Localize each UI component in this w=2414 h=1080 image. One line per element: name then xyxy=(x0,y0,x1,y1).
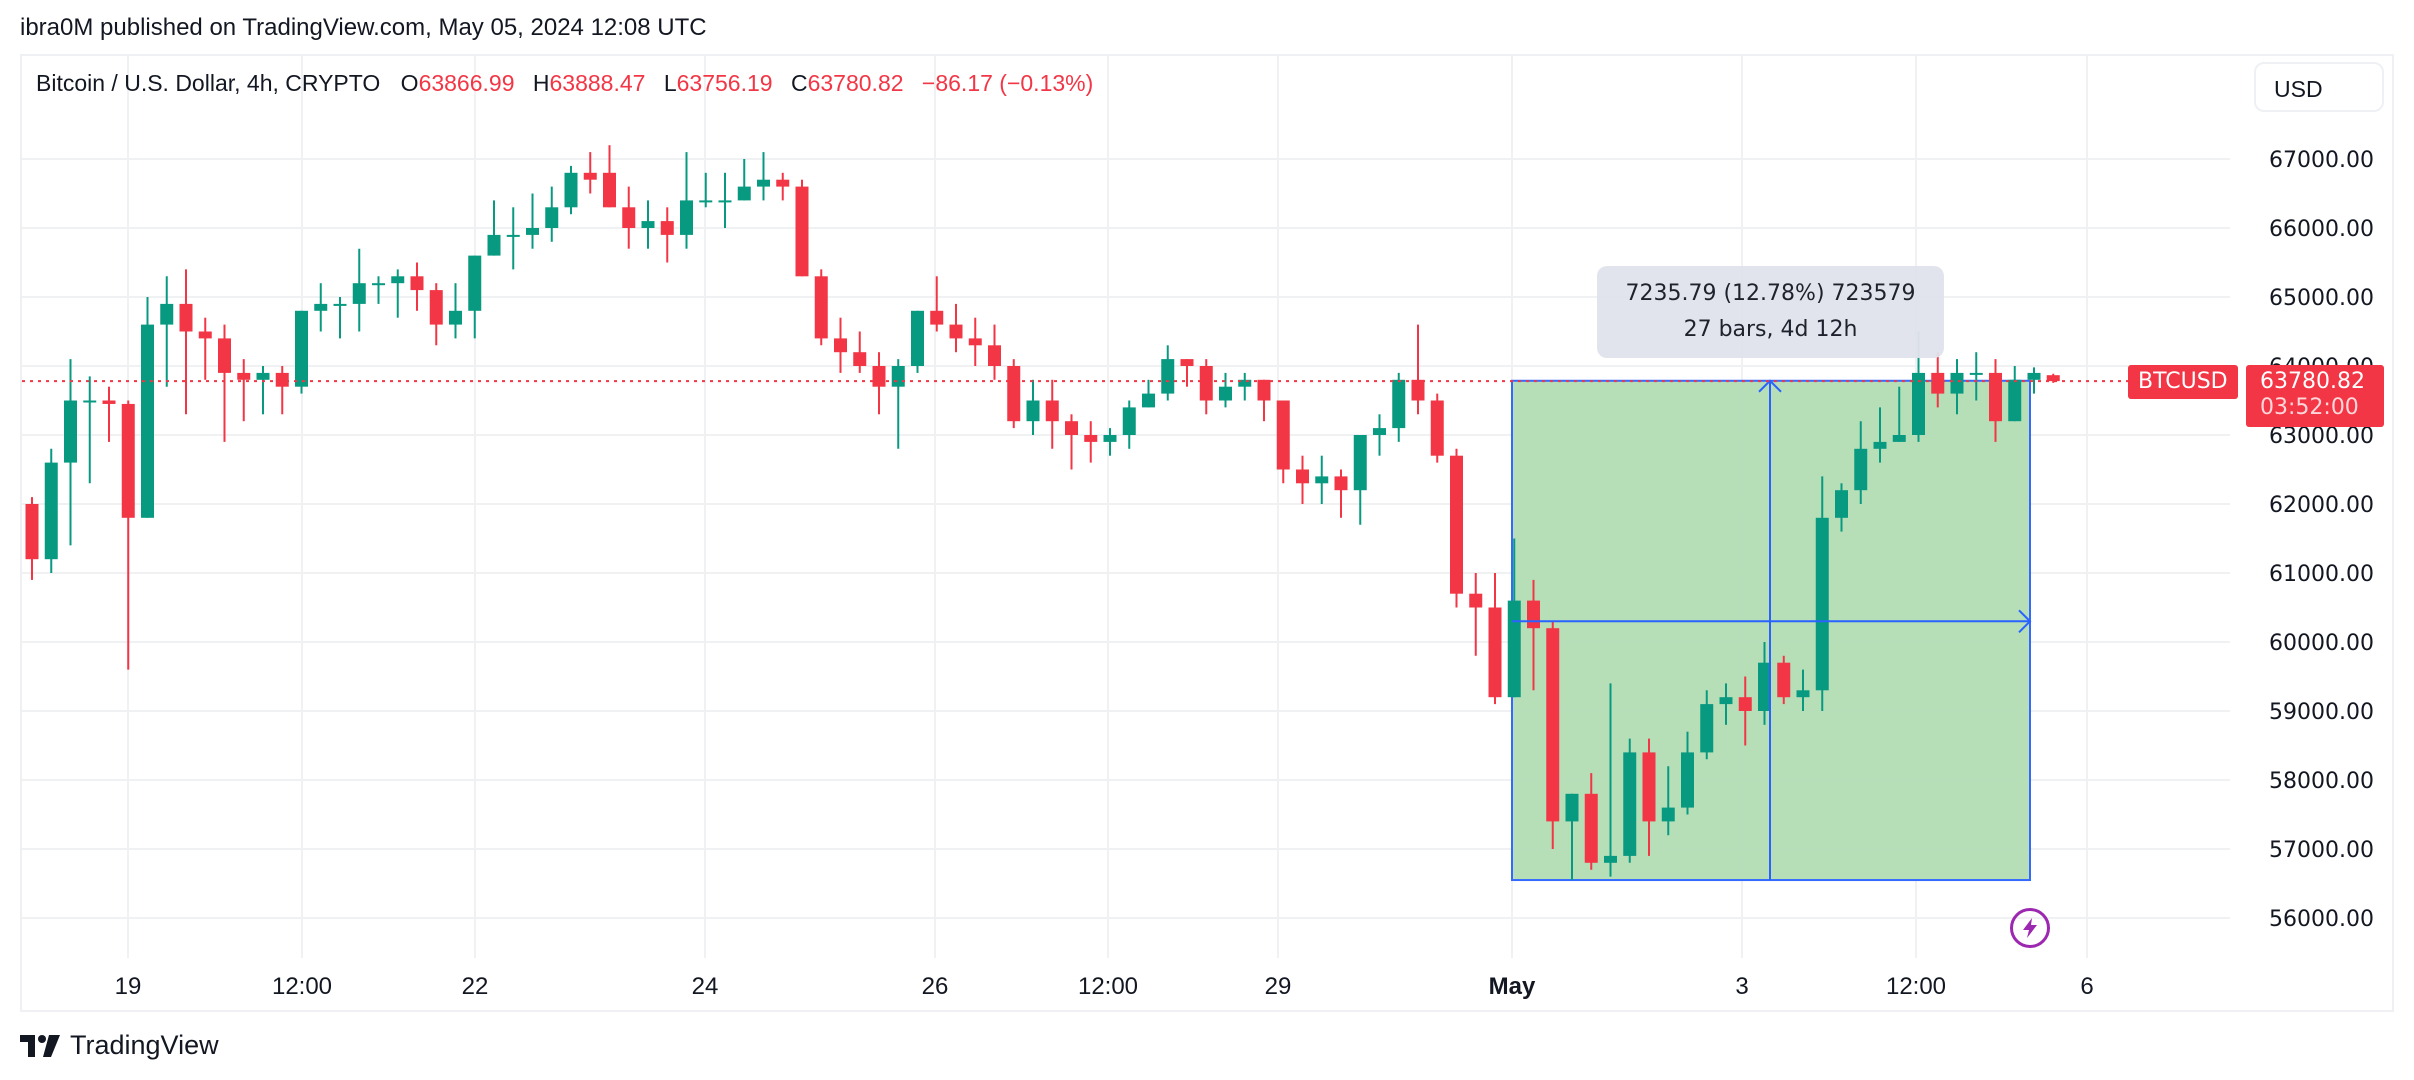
publisher-line: ibra0M published on TradingView.com, May… xyxy=(20,14,707,41)
arrow-right-icon xyxy=(2018,609,2032,634)
time-axis-label: 22 xyxy=(462,973,489,1000)
last-price: 63780.82 xyxy=(2260,369,2365,394)
symbol-price-tag: BTCUSD xyxy=(2128,365,2238,399)
price-axis-label: 56000.00 xyxy=(2269,907,2374,932)
time-axis-label: 12:00 xyxy=(272,973,332,1000)
last-price-tag: 63780.82 03:52:00 xyxy=(2246,365,2384,427)
price-axis-label: 57000.00 xyxy=(2269,838,2374,863)
price-axis-label: 66000.00 xyxy=(2269,217,2374,242)
tradingview-logo-icon xyxy=(20,1034,60,1057)
time-axis-label: May xyxy=(1489,973,1536,1000)
symbol-title: Bitcoin / U.S. Dollar, 4h, CRYPTO xyxy=(36,70,381,96)
time-axis-label: 29 xyxy=(1265,973,1292,1000)
high-value: 63888.47 xyxy=(549,70,646,96)
symbol-legend: Bitcoin / U.S. Dollar, 4h, CRYPTO O63866… xyxy=(36,70,1094,96)
open-value: 63866.99 xyxy=(418,70,515,96)
time-axis-label: 12:00 xyxy=(1886,973,1946,1000)
measure-tooltip: 7235.79 (12.78%) 723579 27 bars, 4d 12h xyxy=(1597,266,1944,358)
measure-bars-duration: 27 bars, 4d 12h xyxy=(1683,317,1858,342)
price-axis-label: 65000.00 xyxy=(2269,286,2374,311)
bar-countdown: 03:52:00 xyxy=(2260,395,2359,420)
time-axis-label: 19 xyxy=(115,973,142,1000)
change-value: −86.17 (−0.13%) xyxy=(921,70,1094,96)
time-axis-label: 12:00 xyxy=(1078,973,1138,1000)
footer-branding: TradingView xyxy=(20,1030,219,1061)
close-value: 63780.82 xyxy=(807,70,904,96)
price-axis-label: 62000.00 xyxy=(2269,493,2374,518)
price-axis-label: 59000.00 xyxy=(2269,700,2374,725)
arrow-up-icon xyxy=(1758,379,1782,393)
currency-button[interactable]: USD xyxy=(2254,62,2384,112)
brand-name: TradingView xyxy=(70,1030,219,1060)
price-axis-label: 67000.00 xyxy=(2269,148,2374,173)
low-value: 63756.19 xyxy=(676,70,773,96)
time-axis-label: 3 xyxy=(1735,973,1748,1000)
price-axis-label: 60000.00 xyxy=(2269,631,2374,656)
price-axis-label: 63000.00 xyxy=(2269,424,2374,449)
alert-lightning-icon[interactable] xyxy=(2010,908,2050,948)
price-axis-label: 58000.00 xyxy=(2269,769,2374,794)
price-axis-label: 61000.00 xyxy=(2269,562,2374,587)
measure-price-change: 7235.79 (12.78%) 723579 xyxy=(1625,281,1916,306)
time-axis-label: 6 xyxy=(2080,973,2093,1000)
time-axis-label: 26 xyxy=(922,973,949,1000)
chart-frame xyxy=(20,54,2394,1012)
time-axis-label: 24 xyxy=(692,973,719,1000)
